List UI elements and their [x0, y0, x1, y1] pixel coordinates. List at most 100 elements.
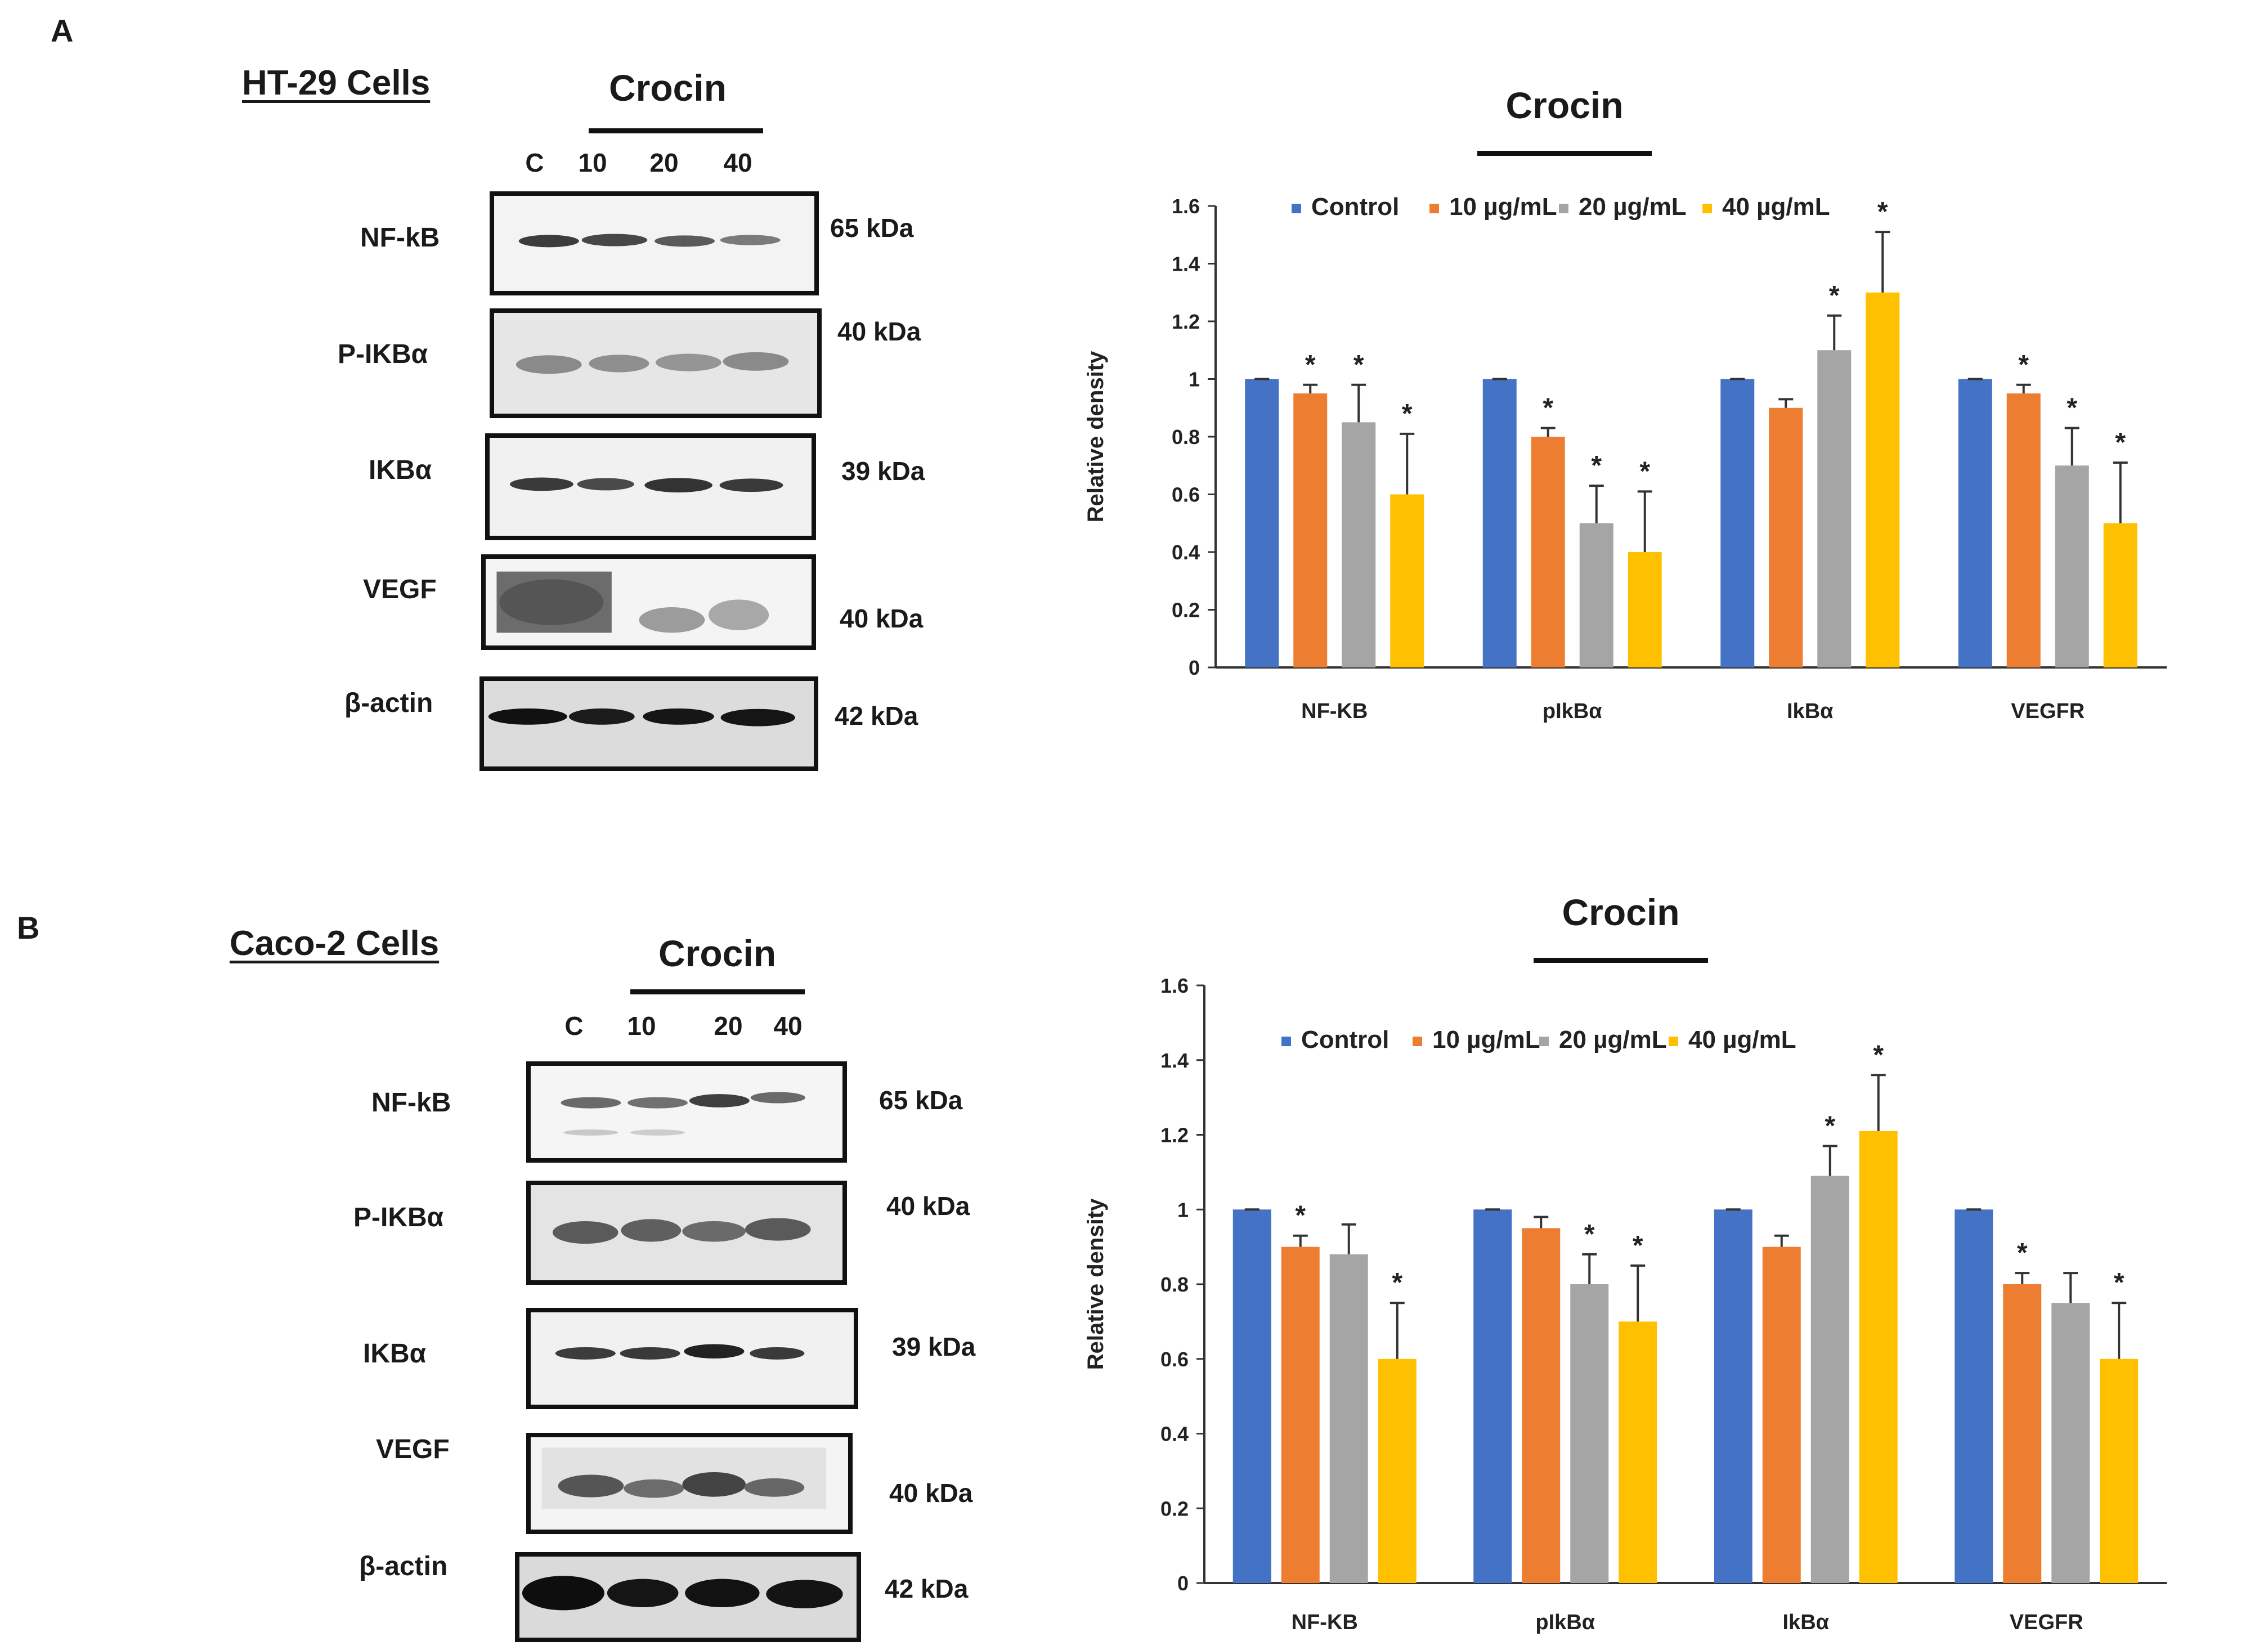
significance-star: *: [1873, 1040, 1884, 1070]
y-tick-label: 1: [1189, 368, 1200, 391]
lane-label: 10: [627, 1011, 656, 1041]
bar: [1378, 1358, 1417, 1583]
legend-swatch: [1669, 1037, 1678, 1046]
bar: [1579, 523, 1613, 667]
significance-star: *: [1591, 451, 1602, 481]
category-label: pIkBα: [1543, 700, 1602, 723]
cells-title: Caco-2 Cells: [230, 924, 440, 963]
bar: [1473, 1209, 1512, 1583]
bar: [1810, 1176, 1849, 1583]
western-blot: [526, 1433, 853, 1534]
y-tick-label: 0.8: [1172, 425, 1200, 449]
lane-label: 20: [649, 148, 679, 177]
y-axis-label: Relative density: [1083, 351, 1108, 522]
y-tick-label: 1.4: [1172, 253, 1200, 276]
western-blot: [485, 433, 816, 540]
y-tick-label: 1.4: [1160, 1049, 1189, 1072]
y-tick-label: 0.4: [1160, 1423, 1189, 1446]
protein-label: NF-kB: [360, 223, 440, 253]
protein-label: β-actin: [359, 1552, 448, 1581]
protein-label: IKBα: [369, 455, 432, 485]
western-blot: [479, 676, 818, 771]
y-tick-label: 0.2: [1160, 1497, 1189, 1520]
kda-label: 40 kDa: [840, 604, 924, 633]
bar: [1720, 379, 1755, 667]
bar: [1281, 1247, 1320, 1583]
bar: [1522, 1228, 1561, 1583]
legend-label: 20 µg/mL: [1559, 1026, 1667, 1053]
bar: [2003, 1284, 2042, 1583]
kda-label: 65 kDa: [830, 213, 914, 243]
category-label: NF-KB: [1292, 1611, 1358, 1634]
significance-star: *: [1877, 197, 1888, 227]
legend-label: 20 µg/mL: [1579, 193, 1687, 221]
protein-label: IKBα: [363, 1339, 427, 1369]
y-axis-label: Relative density: [1083, 1198, 1108, 1370]
y-tick-label: 0: [1189, 656, 1200, 679]
bar: [1628, 552, 1662, 667]
western-blot: [490, 308, 822, 418]
bar: [1570, 1284, 1609, 1583]
title-underline: [1477, 151, 1652, 156]
category-label: VEGFR: [2010, 1611, 2083, 1634]
legend-swatch: [1539, 1037, 1549, 1046]
bar: [1762, 1247, 1801, 1583]
lane-label: C: [564, 1011, 584, 1041]
bar: [1619, 1321, 1657, 1583]
bar: [2006, 393, 2041, 667]
western-blot: [515, 1552, 861, 1642]
y-tick-label: 1.6: [1160, 974, 1189, 997]
lane-label: 10: [578, 148, 607, 177]
significance-star: *: [1295, 1201, 1306, 1231]
bar: [1955, 1209, 1993, 1583]
kda-label: 40 kDa: [889, 1478, 973, 1508]
bar-chart: Crocin 0 0.2 0.4 0.6 0.8 1 1.2 1.4 1.6 Relative de…: [1041, 859, 2251, 1635]
y-tick-label: 0.6: [1172, 483, 1200, 506]
significance-star: *: [1639, 456, 1650, 486]
kda-label: 40 kDa: [837, 317, 921, 346]
significance-star: *: [1392, 1268, 1402, 1298]
y-tick-label: 1: [1177, 1198, 1189, 1221]
significance-star: *: [2067, 393, 2077, 423]
legend-swatch: [1413, 1037, 1422, 1046]
legend-label: Control: [1311, 193, 1399, 221]
legend-swatch: [1559, 204, 1568, 213]
significance-star: *: [1353, 350, 1364, 380]
category-label: NF-KB: [1301, 700, 1368, 723]
significance-star: *: [1825, 1111, 1835, 1141]
y-tick-label: 1.6: [1172, 195, 1200, 218]
panel-letter: A: [51, 13, 74, 48]
y-tick-label: 0.4: [1172, 541, 1200, 564]
legend-swatch: [1292, 204, 1301, 213]
significance-star: *: [2115, 428, 2126, 458]
significance-star: *: [1584, 1219, 1595, 1249]
lane-label: 20: [714, 1011, 743, 1041]
category-label: IkBα: [1783, 1611, 1830, 1634]
bar: [2100, 1358, 2139, 1583]
bar: [2055, 465, 2089, 667]
bar: [1245, 379, 1279, 667]
kda-label: 42 kDa: [885, 1574, 969, 1603]
bar: [1531, 437, 1565, 667]
panel-b: B Caco-2 Cells Crocin C 10 20 40 NF-kB 6…: [0, 825, 2268, 1650]
bar: [1866, 292, 1900, 667]
legend-label: 40 µg/mL: [1722, 193, 1830, 221]
cells-title: HT-29 Cells: [242, 64, 431, 102]
bar: [1817, 350, 1852, 667]
bar: [1958, 379, 1992, 667]
protein-label: β-actin: [344, 688, 433, 718]
bar: [1232, 1209, 1271, 1583]
legend-swatch: [1702, 204, 1712, 213]
bar: [1293, 393, 1328, 667]
western-blot: [526, 1181, 847, 1285]
y-tick-label: 1.2: [1160, 1124, 1189, 1147]
legend-label: 10 µg/mL: [1449, 193, 1557, 221]
crocin-treatment-label: Crocin: [658, 932, 777, 974]
kda-label: 42 kDa: [835, 701, 918, 730]
bar: [2051, 1303, 2090, 1583]
bar: [2103, 523, 2137, 667]
significance-star: *: [2018, 350, 2029, 380]
crocin-treatment-label: Crocin: [609, 67, 727, 109]
western-blot: [526, 1061, 847, 1163]
category-label: VEGFR: [2011, 700, 2085, 723]
